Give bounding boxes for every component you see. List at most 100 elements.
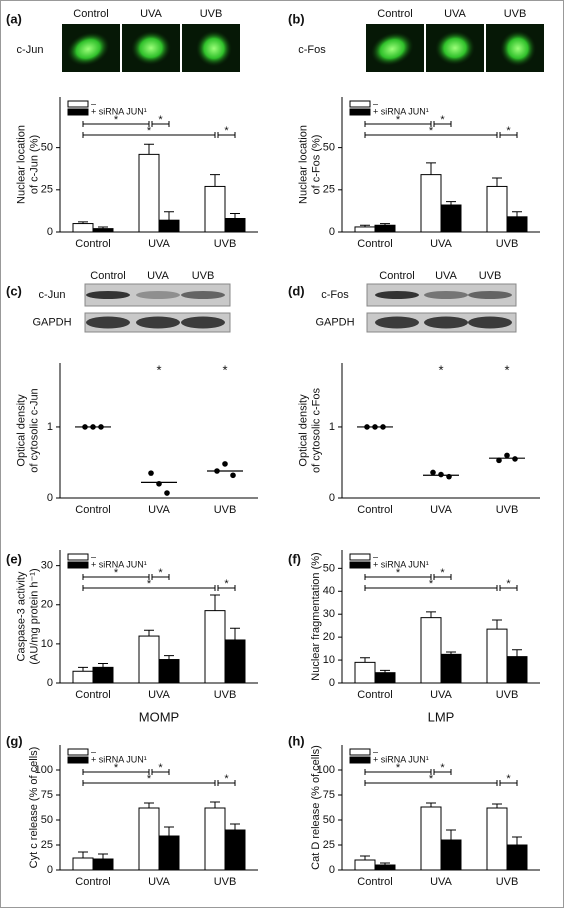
error-bar (78, 221, 88, 224)
legend-swatch (349, 100, 371, 108)
band (136, 316, 180, 329)
y-tick-label: 0 (47, 492, 53, 504)
panel-label: (g) (6, 733, 23, 748)
bar (486, 807, 508, 871)
significance: * (222, 362, 227, 377)
bar (374, 224, 396, 233)
error-bar (164, 211, 174, 221)
y-axis-label: Cyt c release (% of cells) (28, 747, 40, 869)
band (468, 316, 512, 329)
band (181, 316, 225, 329)
bar (92, 666, 114, 684)
cell (435, 30, 475, 66)
image-label: UVB (200, 8, 223, 20)
legend-label: + siRNA JUN¹ (91, 754, 147, 764)
significance: * (396, 114, 401, 126)
row-label: GAPDH (315, 316, 354, 328)
bracket (364, 585, 498, 591)
x-tick-label: UVA (148, 876, 170, 888)
error-bar (230, 212, 240, 219)
y-tick-label: 50 (323, 142, 335, 154)
band (424, 291, 468, 299)
y-tick-label: 1 (47, 421, 53, 433)
bracket (151, 574, 170, 580)
x-tick-label: Control (75, 689, 110, 701)
image-label: UVA (140, 8, 162, 20)
error-bar (98, 853, 108, 859)
bar (92, 858, 114, 871)
error-bar (164, 826, 174, 836)
bar (224, 218, 246, 233)
panel-label: (b) (288, 11, 305, 26)
bar (420, 174, 442, 233)
bracket (433, 121, 452, 127)
bracket (151, 769, 170, 775)
bar (92, 228, 114, 233)
lane-label: UVB (192, 270, 215, 282)
bracket (82, 769, 150, 775)
bracket (217, 132, 236, 138)
y-tick-label: 30 (41, 560, 53, 572)
point (438, 471, 444, 478)
legend-label: – (373, 98, 378, 108)
band (181, 291, 225, 299)
point (496, 457, 502, 464)
error-bar (380, 862, 390, 865)
error-bar (446, 651, 456, 655)
legend-swatch (67, 553, 89, 561)
x-tick-label: UVA (430, 238, 452, 250)
bar (420, 806, 442, 871)
legend-swatch (67, 561, 89, 569)
point (222, 461, 228, 467)
bracket (151, 121, 170, 127)
legend-label: – (91, 98, 96, 108)
protein-label: c-Fos (298, 44, 326, 56)
bar (440, 839, 462, 871)
y-axis-label: Cat D release (% of cells) (310, 745, 322, 870)
bracket (217, 585, 236, 591)
error-bar (426, 162, 436, 175)
y-tick-label: 75 (41, 789, 53, 801)
y-tick-label: 50 (41, 814, 53, 826)
x-tick-label: UVB (496, 876, 519, 888)
bracket (82, 780, 216, 786)
band (86, 316, 130, 329)
bracket (433, 574, 452, 580)
x-tick-label: Control (357, 876, 392, 888)
y-axis-label: of cytosolic c-Fos (310, 388, 322, 473)
error-bar (164, 655, 174, 660)
point (164, 490, 170, 496)
band (86, 291, 130, 299)
significance: * (396, 762, 401, 774)
error-bar (360, 657, 370, 663)
cell (131, 30, 171, 66)
significance: * (158, 762, 163, 774)
legend-swatch (349, 748, 371, 756)
error-bar (492, 177, 502, 187)
bar (138, 807, 160, 871)
image-label: Control (73, 8, 108, 20)
bar (158, 835, 180, 871)
band (136, 291, 180, 299)
y-tick-label: 0 (329, 492, 335, 504)
significance: * (438, 362, 443, 377)
panel-label: (f) (288, 551, 301, 566)
legend-label: – (91, 746, 96, 756)
error-bar (512, 836, 522, 845)
error-bar (230, 823, 240, 830)
y-tick-label: 20 (323, 631, 335, 643)
bar (420, 617, 442, 684)
bracket (364, 574, 432, 580)
lane-label: UVA (147, 270, 169, 282)
legend-label: – (373, 746, 378, 756)
band (375, 291, 419, 299)
bar (440, 204, 462, 233)
significance: * (224, 578, 229, 590)
error-bar (426, 611, 436, 618)
bar (440, 653, 462, 684)
error-bar (210, 594, 220, 611)
band (375, 316, 419, 329)
y-tick-label: 0 (329, 226, 335, 238)
legend-label: – (91, 551, 96, 561)
